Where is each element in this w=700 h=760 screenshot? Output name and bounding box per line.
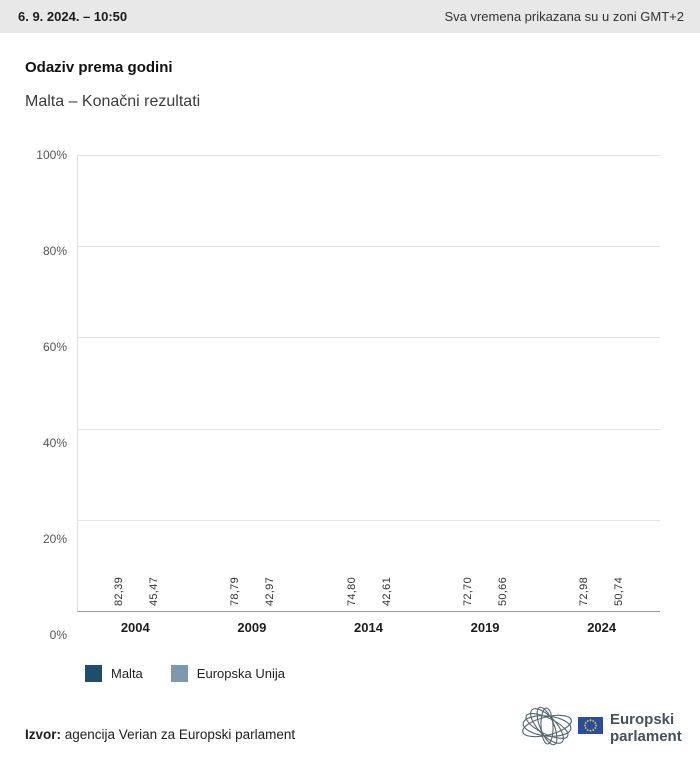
legend-label: Europska Unija [196, 666, 285, 681]
y-axis-tick-label: 40% [42, 436, 67, 450]
logo-text-line1: Europski [610, 711, 674, 728]
top-status-bar: 6. 9. 2024. – 10:50 Sva vremena prikazan… [0, 0, 700, 33]
legend-item-europska-unija: Europska Unija [170, 665, 285, 682]
gridline [78, 519, 660, 521]
y-axis: 0% 20% 40% 60% 80% 100% [25, 148, 77, 642]
plot-area: 82,39 45,47 78,79 42,97 74,80 42,61 72,70 50,66… [77, 155, 660, 612]
x-axis-label-2019: 2019 [470, 620, 500, 635]
x-axis-label-2009: 2009 [237, 620, 267, 635]
y-axis-tick-label: 80% [42, 244, 67, 258]
bar-value-label: 72,70 [461, 576, 474, 606]
gridline [78, 428, 660, 430]
x-axis-labels: 2004 2009 2014 2019 2024 [77, 620, 660, 635]
y-axis-tick-label: 60% [42, 340, 67, 354]
legend-swatch [85, 665, 102, 682]
bar-value-label: 50,66 [496, 576, 509, 606]
x-axis-label-2014: 2014 [354, 620, 383, 635]
bar-value-label: 74,80 [345, 576, 358, 606]
gridline [78, 155, 660, 156]
bar-value-label: 82,39 [112, 576, 125, 606]
bar-value-label: 50,74 [613, 576, 626, 606]
european-parliament-logo: Europski parlament [522, 706, 682, 746]
x-axis-label-2004: 2004 [120, 620, 150, 635]
legend-item-malta: Malta [85, 665, 143, 682]
hemicycle-swirl-icon [522, 706, 572, 746]
bar-value-label: 42,97 [264, 576, 277, 606]
source-label: Izvor: [25, 727, 62, 742]
y-axis-tick-label: 100% [36, 148, 67, 162]
y-axis-tick-label: 0% [49, 628, 67, 642]
footer: Izvor: agencija Verian za Europski parla… [0, 698, 700, 754]
logo-text-line2: parlament [610, 728, 682, 745]
gridline [78, 246, 660, 248]
gridline [78, 337, 660, 339]
legend-swatch [170, 665, 188, 682]
page-title: Odaziv prema godini [25, 59, 173, 76]
x-axis-label-2024: 2024 [587, 620, 617, 635]
y-axis-tick-label: 20% [42, 532, 67, 546]
report-datetime: 6. 9. 2024. – 10:50 [18, 9, 128, 24]
legend-label: Malta [111, 666, 143, 681]
source-text: agencija Verian za Europski parlament [61, 727, 296, 742]
page-subtitle: Malta – Konačni rezultati [25, 93, 201, 110]
timezone-note: Sva vremena prikazana su u zoni GMT+2 [444, 9, 684, 24]
bar-value-label: 42,61 [380, 576, 393, 606]
bar-value-label: 78,79 [229, 576, 242, 606]
source-note: Izvor: agencija Verian za Europski parla… [25, 727, 295, 754]
eu-flag-icon [578, 717, 603, 734]
bar-value-label: 72,98 [578, 576, 591, 606]
chart-legend: Malta Europska Unija [85, 665, 675, 682]
bar-chart: 0% 20% 40% 60% 80% 100% 82,39 45,47 78,79 42,97 7… [25, 148, 660, 642]
bar-value-label: 45,47 [147, 576, 160, 606]
